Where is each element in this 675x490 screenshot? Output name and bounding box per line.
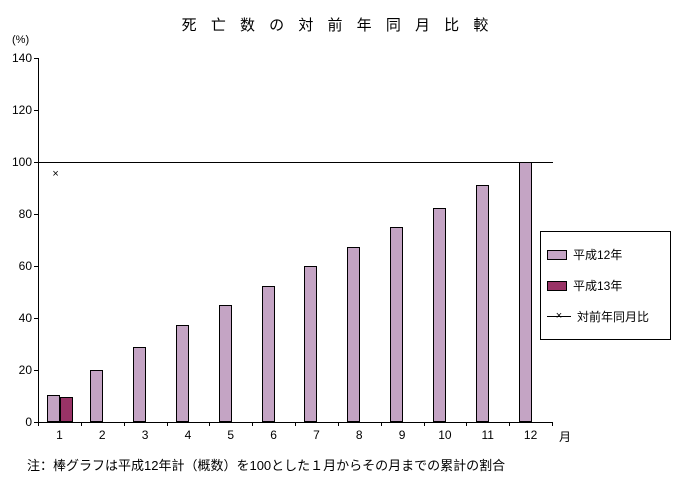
bar-平成12年-month-9 xyxy=(390,227,404,422)
y-axis-unit-label: (%) xyxy=(12,34,30,46)
chart-title: 死 亡 数 の 対 前 年 同 月 比 較 xyxy=(181,17,494,34)
y-tick-label: 0 xyxy=(25,415,32,429)
bar-平成12年-month-4 xyxy=(175,324,189,422)
x-tick-mark xyxy=(337,422,339,426)
y-tick-mark xyxy=(34,110,38,111)
x-tick-mark xyxy=(423,422,425,426)
bar-平成12年-month-8 xyxy=(347,246,361,422)
y-tick-label: 140 xyxy=(11,51,32,65)
legend-item-平成12年: 平成12年 xyxy=(541,239,670,270)
x-tick-mark xyxy=(380,422,382,426)
legend-label: 平成12年 xyxy=(573,248,623,262)
x-tick-mark xyxy=(166,422,168,426)
bar-平成12年-month-11 xyxy=(475,185,489,422)
legend-x-marker: × xyxy=(555,309,563,322)
bar-平成12年-month-6 xyxy=(261,285,275,422)
legend-line-marker: × xyxy=(547,310,571,321)
bar-平成12年-month-3 xyxy=(133,346,147,422)
x-tick-mark xyxy=(38,422,39,426)
y-tick-mark xyxy=(34,422,38,423)
bar-平成13年-month-1 xyxy=(60,397,74,422)
bar-平成12年-month-10 xyxy=(432,207,446,422)
legend-box: 平成12年平成13年 × 対前年同月比 xyxy=(540,231,671,340)
bar-平成12年-month-7 xyxy=(304,266,318,422)
x-tick-label: 10 xyxy=(438,428,452,442)
x-tick-label: 3 xyxy=(141,428,149,442)
y-tick-mark xyxy=(34,58,38,59)
legend-label: 対前年同月比 xyxy=(577,310,650,324)
y-tick-label: 80 xyxy=(18,207,32,221)
bar-平成12年-month-12 xyxy=(518,162,532,422)
x-tick-mark xyxy=(295,422,296,426)
x-tick-label: 8 xyxy=(355,428,363,442)
legend-swatch xyxy=(547,249,567,260)
x-tick-label: 2 xyxy=(98,428,106,442)
legend-item-平成13年: 平成13年 xyxy=(541,270,670,301)
y-tick-label: 40 xyxy=(18,311,32,325)
bar-平成12年-month-5 xyxy=(218,305,232,422)
legend-label: 平成13年 xyxy=(573,279,623,293)
bar-平成12年-month-2 xyxy=(90,370,104,422)
x-tick-label: 4 xyxy=(184,428,192,442)
bar-平成12年-month-1 xyxy=(47,394,61,422)
x-tick-mark xyxy=(466,422,468,426)
y-tick-mark xyxy=(34,162,38,163)
y-tick-mark xyxy=(34,214,38,215)
x-tick-mark xyxy=(80,422,82,426)
x-tick-label: 5 xyxy=(227,428,235,442)
legend-item-対前年同月比: × 対前年同月比 xyxy=(541,301,670,332)
reference-line-100 xyxy=(39,162,553,163)
plot-area: × xyxy=(38,58,553,423)
x-tick-label: 9 xyxy=(398,428,406,442)
x-tick-mark xyxy=(123,422,125,426)
x-tick-label: 11 xyxy=(481,428,494,442)
x-tick-label: 7 xyxy=(313,428,320,442)
footnote: 注：棒グラフは平成12年計（概数）を100とした１月からその月までの累計の割合 xyxy=(27,458,506,473)
y-tick-label: 100 xyxy=(11,155,32,169)
y-tick-mark xyxy=(34,266,38,267)
y-tick-label: 120 xyxy=(11,103,32,117)
x-tick-mark xyxy=(209,422,211,426)
x-tick-mark xyxy=(552,422,553,426)
x-tick-label: 6 xyxy=(270,428,277,442)
legend-swatch xyxy=(547,280,567,291)
y-tick-mark xyxy=(34,318,38,319)
x-tick-mark xyxy=(509,422,511,426)
x-tick-label: 12 xyxy=(523,428,538,442)
scatter-marker-対前年同月比: × xyxy=(52,168,59,180)
x-tick-label: 1 xyxy=(56,428,63,442)
y-tick-label: 60 xyxy=(18,259,32,273)
x-tick-mark xyxy=(252,422,254,426)
x-axis-unit-label: 月 xyxy=(559,430,572,444)
y-tick-label: 20 xyxy=(18,363,32,377)
y-tick-mark xyxy=(34,370,38,371)
